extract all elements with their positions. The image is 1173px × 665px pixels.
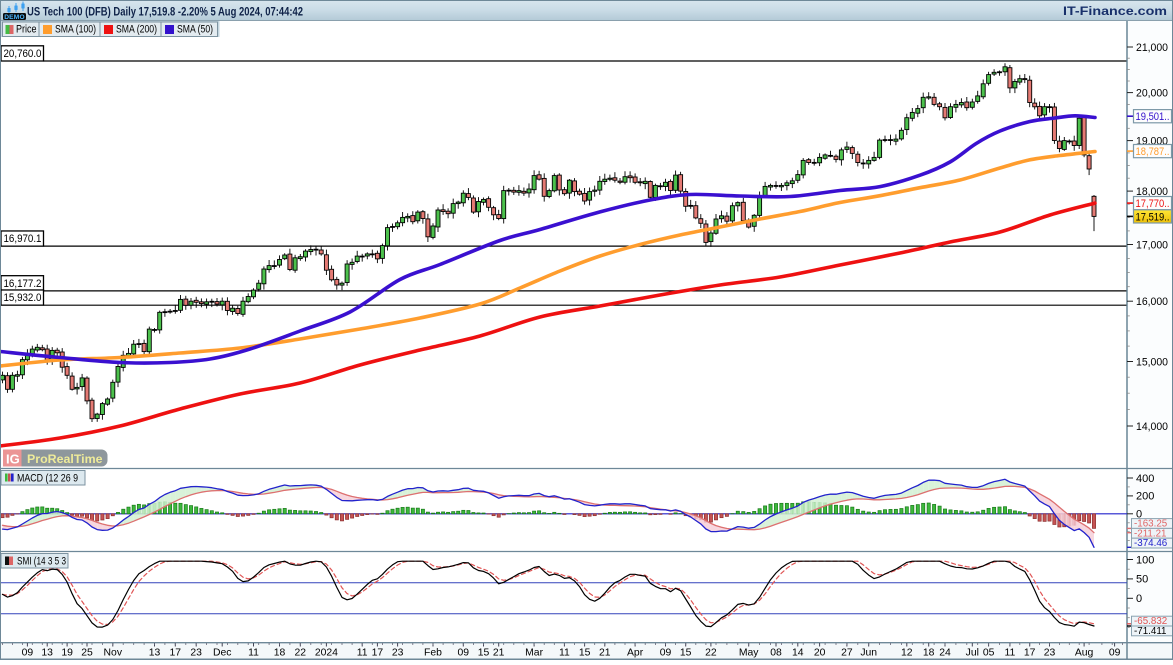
svg-text:Apr: Apr [627,648,644,659]
svg-text:25: 25 [81,648,93,659]
svg-text:18,787..: 18,787.. [1136,146,1170,158]
svg-text:14,000: 14,000 [1136,421,1168,433]
svg-text:SMA (100): SMA (100) [55,24,96,36]
svg-text:15: 15 [478,648,490,659]
svg-text:16,970.1: 16,970.1 [4,233,42,245]
svg-text:22: 22 [705,648,717,659]
svg-text:SMA (50): SMA (50) [177,24,213,36]
svg-text:-374.46: -374.46 [1134,538,1168,549]
svg-text:23: 23 [392,648,404,659]
svg-text:12: 12 [901,648,913,659]
svg-text:15: 15 [680,648,692,659]
svg-text:11: 11 [559,648,570,659]
svg-text:Nov: Nov [104,648,123,659]
svg-text:11: 11 [1005,648,1016,659]
svg-text:Dec: Dec [213,648,231,659]
svg-text:50: 50 [1136,574,1148,586]
svg-text:23: 23 [1044,648,1056,659]
svg-text:18: 18 [923,648,935,659]
svg-text:18: 18 [274,648,286,659]
svg-text:US Tech 100 (DFB) Daily 17,519: US Tech 100 (DFB) Daily 17,519.8 -2.20% … [27,5,303,19]
svg-text:23: 23 [190,648,202,659]
svg-text:Jun: Jun [860,648,877,659]
svg-text:11: 11 [248,648,259,659]
svg-text:ProRealTime: ProRealTime [27,452,103,466]
svg-text:16,000: 16,000 [1136,296,1168,308]
svg-text:05: 05 [983,648,995,659]
svg-text:09: 09 [458,648,470,659]
svg-text:20,760.0: 20,760.0 [4,48,42,60]
svg-text:17,519..: 17,519.. [1136,211,1170,223]
svg-text:IT-Finance.com: IT-Finance.com [1063,4,1167,18]
svg-text:17,770..: 17,770.. [1136,198,1170,210]
svg-text:21,000: 21,000 [1136,42,1168,54]
svg-text:20: 20 [814,648,826,659]
svg-text:2024: 2024 [315,648,338,659]
svg-text:Price: Price [16,24,37,36]
svg-text:11: 11 [357,648,368,659]
svg-text:27: 27 [841,648,853,659]
svg-text:Jul: Jul [966,648,979,659]
svg-text:100: 100 [1136,554,1154,566]
svg-text:19: 19 [61,648,73,659]
svg-text:16,177.2: 16,177.2 [4,278,42,290]
svg-text:Feb: Feb [424,648,442,659]
svg-text:21: 21 [493,648,505,659]
svg-text:Aug: Aug [1075,648,1094,659]
svg-text:09: 09 [660,648,672,659]
svg-text:09: 09 [1109,648,1121,659]
svg-text:SMA (200): SMA (200) [116,24,157,36]
svg-text:400: 400 [1136,473,1154,485]
svg-text:200: 200 [1136,491,1154,503]
svg-text:MACD (12 26 9: MACD (12 26 9 [17,473,78,485]
svg-text:08: 08 [770,648,782,659]
svg-text:0: 0 [1136,593,1142,605]
svg-text:20,000: 20,000 [1136,88,1168,100]
svg-text:17: 17 [372,648,384,659]
svg-text:24: 24 [939,648,951,659]
svg-text:13: 13 [41,648,53,659]
svg-text:17: 17 [1024,648,1036,659]
svg-text:IG: IG [6,452,20,467]
svg-text:21: 21 [599,648,611,659]
svg-text:SMI (14 3 5 3: SMI (14 3 5 3 [17,556,66,568]
svg-text:14: 14 [792,648,804,659]
svg-text:15,932.0: 15,932.0 [4,292,42,304]
svg-text:Mar: Mar [525,648,543,659]
svg-text:May: May [739,648,759,659]
svg-text:DEMO: DEMO [4,14,25,21]
svg-text:15: 15 [579,648,591,659]
svg-text:15,000: 15,000 [1136,357,1168,369]
svg-text:-71.411: -71.411 [1134,626,1167,637]
svg-text:13: 13 [149,648,161,659]
svg-text:19,501..: 19,501.. [1136,111,1170,123]
svg-text:22: 22 [295,648,307,659]
svg-text:17,000: 17,000 [1136,240,1168,252]
svg-text:09: 09 [22,648,34,659]
svg-text:17: 17 [170,648,182,659]
